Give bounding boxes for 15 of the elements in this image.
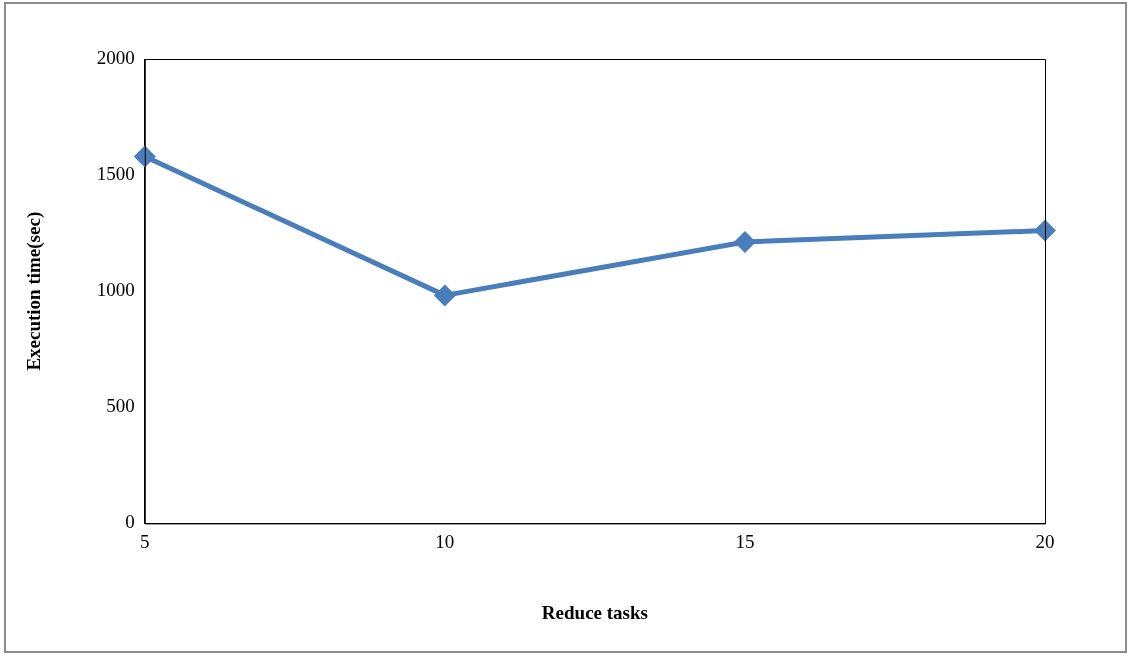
y-tick-label: 1500: [96, 163, 135, 185]
point: [733, 230, 756, 253]
point: [133, 145, 156, 168]
x-tick-label: 10: [435, 530, 455, 552]
x-axis-title: Reduce tasks: [541, 601, 648, 623]
y-tick-label: 0: [125, 511, 135, 533]
y-tick-label: 500: [106, 395, 135, 417]
y-tick-label: 1000: [96, 279, 135, 301]
y-axis-title: Execution time(sec): [23, 211, 46, 371]
x-tick-label: 15: [735, 530, 755, 552]
point: [1034, 219, 1056, 242]
y-tick-label: 2000: [96, 46, 135, 68]
point: [433, 284, 456, 307]
x-tick-label: 5: [140, 530, 150, 552]
x-tick-label: 20: [1035, 530, 1055, 552]
